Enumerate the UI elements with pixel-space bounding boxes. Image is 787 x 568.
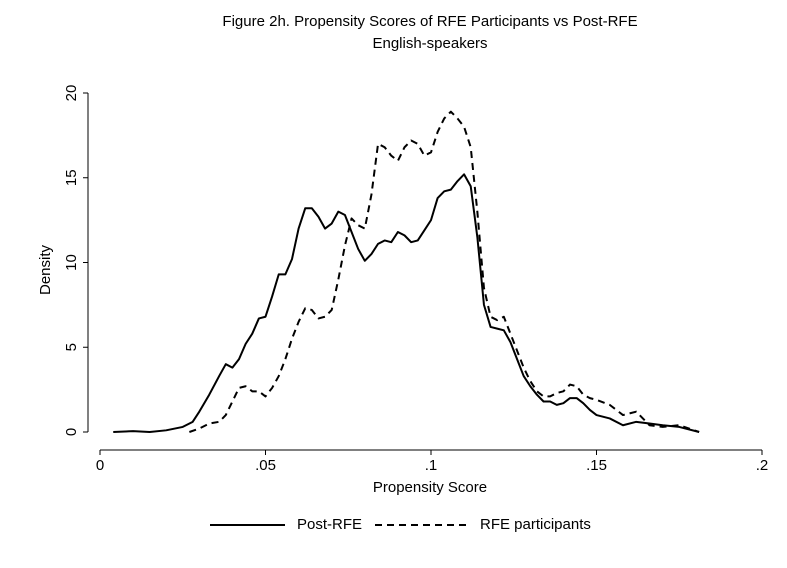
legend-label: Post-RFE: [297, 516, 362, 533]
x-tick-label: .1: [425, 457, 438, 474]
x-tick-label: 0: [96, 457, 104, 474]
x-tick-label: .15: [586, 457, 607, 474]
x-tick-label: .2: [756, 457, 769, 474]
series-line: [189, 110, 700, 433]
y-tick-label: 10: [63, 254, 80, 271]
chart-title: Figure 2h. Propensity Scores of RFE Part…: [222, 13, 637, 30]
x-axis-label: Propensity Score: [373, 479, 487, 496]
legend-label: RFE participants: [480, 516, 591, 533]
chart-title: English-speakers: [372, 35, 487, 52]
y-axis-label: Density: [37, 244, 54, 295]
y-tick-label: 15: [63, 169, 80, 186]
x-tick-label: .05: [255, 457, 276, 474]
y-tick-label: 0: [63, 428, 80, 436]
series-line: [113, 173, 700, 433]
y-tick-label: 20: [63, 85, 80, 102]
y-tick-label: 5: [63, 343, 80, 351]
